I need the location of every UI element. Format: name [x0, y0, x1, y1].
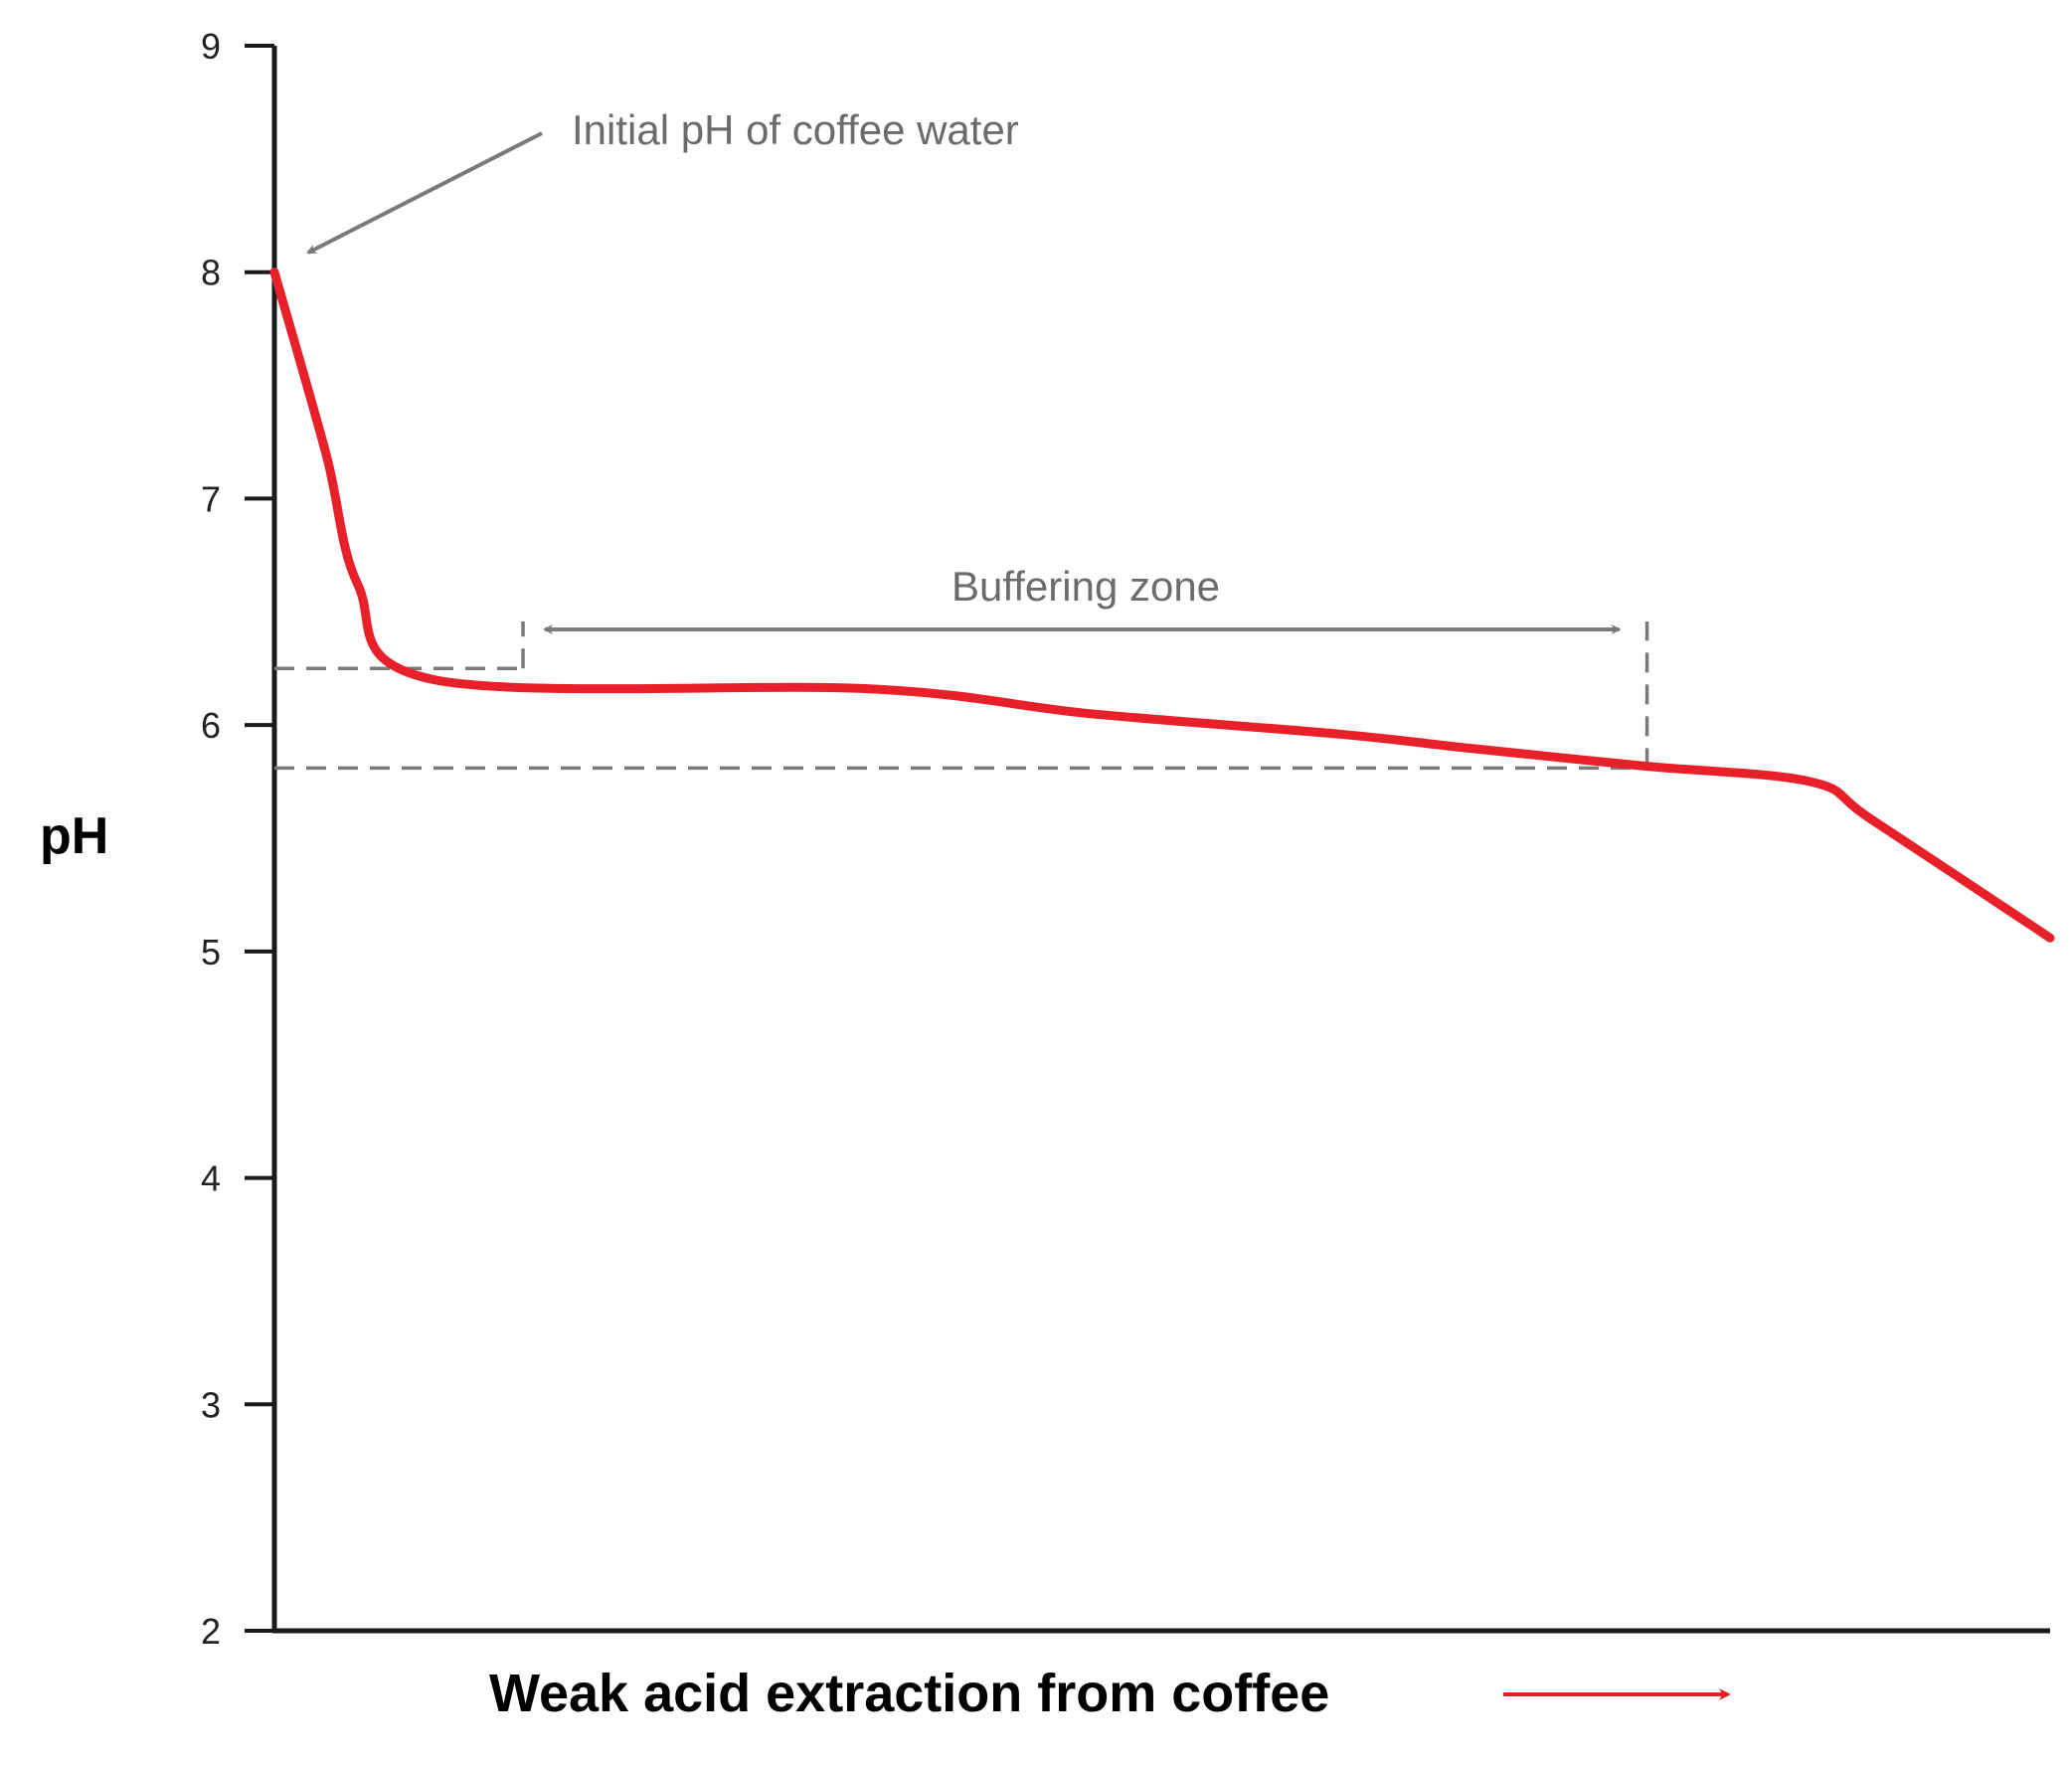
- y-axis-tick-labels: 2 3 4 5 6 7 8 9: [201, 26, 221, 1652]
- y-tick-label: 2: [201, 1611, 221, 1652]
- y-tick-label: 5: [201, 932, 221, 972]
- buffering-zone-guides: [274, 621, 1649, 771]
- y-tick-label: 3: [201, 1384, 221, 1425]
- ph-curve-line: [269, 267, 2055, 943]
- y-axis-label: pH: [40, 807, 108, 865]
- y-tick-label: 6: [201, 705, 221, 746]
- y-tick-label: 9: [201, 26, 221, 67]
- y-tick-label: 7: [201, 478, 221, 519]
- buffering-zone-label: Buffering zone: [951, 563, 1220, 610]
- initial-ph-arrow: [306, 131, 543, 255]
- y-tick-label: 8: [201, 253, 221, 293]
- x-axis-label: Weak acid extraction from coffee: [489, 1664, 1329, 1723]
- y-tick-label: 4: [201, 1158, 221, 1199]
- y-axis-ticks: [245, 44, 274, 1633]
- initial-ph-annotation: Initial pH of coffee water: [572, 106, 1019, 153]
